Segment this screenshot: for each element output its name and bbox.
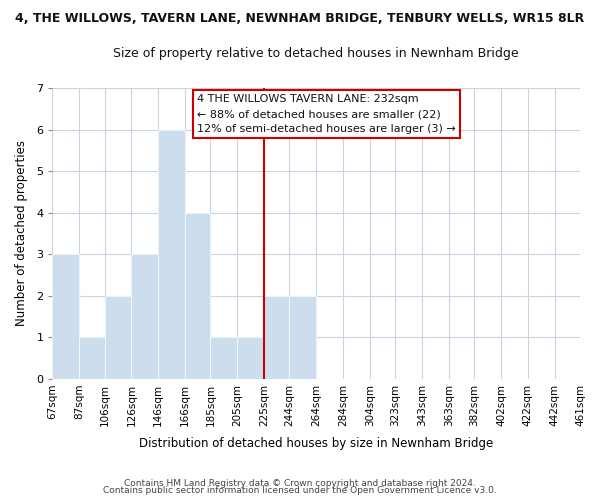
Bar: [79, 338, 105, 379]
Bar: [264, 296, 289, 379]
Text: 4 THE WILLOWS TAVERN LANE: 232sqm
← 88% of detached houses are smaller (22)
12% : 4 THE WILLOWS TAVERN LANE: 232sqm ← 88% …: [197, 94, 456, 134]
Text: Contains HM Land Registry data © Crown copyright and database right 2024.: Contains HM Land Registry data © Crown c…: [124, 478, 476, 488]
Bar: [237, 338, 264, 379]
X-axis label: Distribution of detached houses by size in Newnham Bridge: Distribution of detached houses by size …: [139, 437, 493, 450]
Bar: [185, 212, 211, 379]
Bar: [105, 296, 131, 379]
Bar: [131, 254, 158, 379]
Bar: [158, 130, 185, 379]
Bar: [52, 254, 79, 379]
Y-axis label: Number of detached properties: Number of detached properties: [15, 140, 28, 326]
Title: Size of property relative to detached houses in Newnham Bridge: Size of property relative to detached ho…: [113, 48, 519, 60]
Text: 4, THE WILLOWS, TAVERN LANE, NEWNHAM BRIDGE, TENBURY WELLS, WR15 8LR: 4, THE WILLOWS, TAVERN LANE, NEWNHAM BRI…: [16, 12, 584, 26]
Text: Contains public sector information licensed under the Open Government Licence v3: Contains public sector information licen…: [103, 486, 497, 495]
Bar: [289, 296, 316, 379]
Bar: [211, 338, 237, 379]
